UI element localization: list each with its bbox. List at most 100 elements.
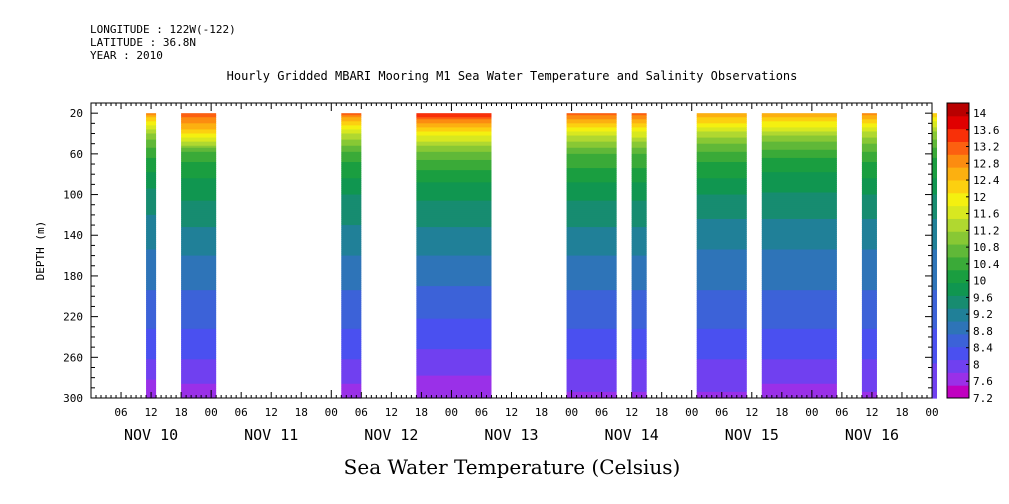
data-cell	[416, 257, 492, 261]
data-cell	[341, 131, 362, 135]
data-cell	[631, 225, 647, 228]
data-cell	[761, 204, 837, 208]
data-cell	[181, 359, 217, 362]
data-cell	[181, 166, 217, 169]
data-cell	[932, 357, 938, 360]
data-cell	[416, 369, 492, 373]
data-cell	[861, 306, 877, 310]
data-cell	[146, 296, 157, 299]
data-cell	[932, 159, 938, 163]
data-cell	[146, 314, 157, 318]
data-cell	[146, 159, 157, 163]
data-cell	[146, 345, 157, 348]
data-cell	[761, 393, 837, 397]
data-cell	[341, 241, 362, 244]
data-cell	[861, 182, 877, 185]
data-cell	[341, 129, 362, 133]
data-cell	[696, 218, 747, 222]
data-cell	[631, 206, 647, 210]
data-cell	[416, 190, 492, 194]
data-cell	[932, 155, 938, 159]
data-cell	[932, 196, 938, 200]
data-cell	[696, 145, 747, 149]
data-cell	[761, 383, 837, 387]
data-cell	[761, 391, 837, 395]
x-tick-label: 06	[475, 406, 488, 419]
data-cell	[932, 379, 938, 383]
data-cell	[696, 149, 747, 153]
data-cell	[181, 316, 217, 320]
x-tick-label: 12	[625, 406, 638, 419]
data-cell	[932, 115, 938, 118]
data-cell	[932, 227, 938, 230]
y-tick-label: 220	[63, 311, 83, 324]
data-cell	[416, 288, 492, 291]
data-cell	[861, 202, 877, 206]
data-cell	[341, 377, 362, 381]
data-cell	[416, 227, 492, 230]
data-cell	[861, 330, 877, 334]
data-cell	[566, 288, 617, 291]
data-cell	[181, 239, 217, 242]
colorbar-label: 7.6	[973, 375, 993, 388]
x-day-label: NOV 14	[605, 426, 659, 444]
x-day-label: NOV 13	[484, 426, 538, 444]
data-cell	[341, 208, 362, 212]
data-cell	[416, 194, 492, 198]
data-cell	[932, 373, 938, 377]
data-cell	[932, 324, 938, 328]
colorbar-swatch	[947, 282, 969, 296]
data-cell	[181, 339, 217, 342]
data-cell	[861, 155, 877, 159]
x-tick-label: 12	[865, 406, 878, 419]
data-cell	[146, 269, 157, 273]
data-cell	[631, 162, 647, 165]
data-cell	[416, 221, 492, 224]
data-cell	[631, 330, 647, 334]
data-cell	[146, 198, 157, 202]
data-cell	[861, 170, 877, 173]
data-cell	[861, 231, 877, 234]
data-cell	[932, 395, 938, 399]
data-cell	[696, 239, 747, 242]
data-cell	[146, 334, 157, 338]
data-cell	[341, 296, 362, 299]
data-cell	[861, 149, 877, 153]
data-cell	[631, 115, 647, 118]
data-cell	[416, 123, 492, 126]
data-cell	[761, 223, 837, 226]
data-cell	[416, 389, 492, 393]
data-cell	[146, 149, 157, 153]
data-cell	[932, 273, 938, 277]
data-cell	[416, 218, 492, 222]
data-cell	[631, 339, 647, 342]
data-cell	[932, 359, 938, 362]
data-cell	[696, 377, 747, 381]
data-cell	[146, 310, 157, 314]
data-cell	[696, 259, 747, 263]
data-cell	[631, 184, 647, 188]
data-cell	[341, 304, 362, 308]
data-cell	[146, 357, 157, 360]
data-cell	[566, 123, 617, 126]
data-cell	[146, 121, 157, 124]
data-cell	[181, 155, 217, 159]
data-cell	[416, 129, 492, 133]
data-cell	[861, 164, 877, 167]
data-cell	[932, 186, 938, 190]
data-cell	[566, 298, 617, 301]
data-cell	[861, 190, 877, 194]
data-cell	[416, 247, 492, 251]
x-day-label: NOV 11	[244, 426, 298, 444]
data-cell	[416, 192, 492, 196]
data-cell	[341, 233, 362, 236]
data-cell	[932, 316, 938, 320]
data-cell	[696, 200, 747, 204]
data-cell	[696, 206, 747, 210]
data-cell	[631, 196, 647, 200]
data-cell	[932, 292, 938, 295]
data-cell	[341, 322, 362, 326]
data-cell	[181, 159, 217, 163]
data-cell	[861, 243, 877, 247]
data-cell	[146, 308, 157, 312]
